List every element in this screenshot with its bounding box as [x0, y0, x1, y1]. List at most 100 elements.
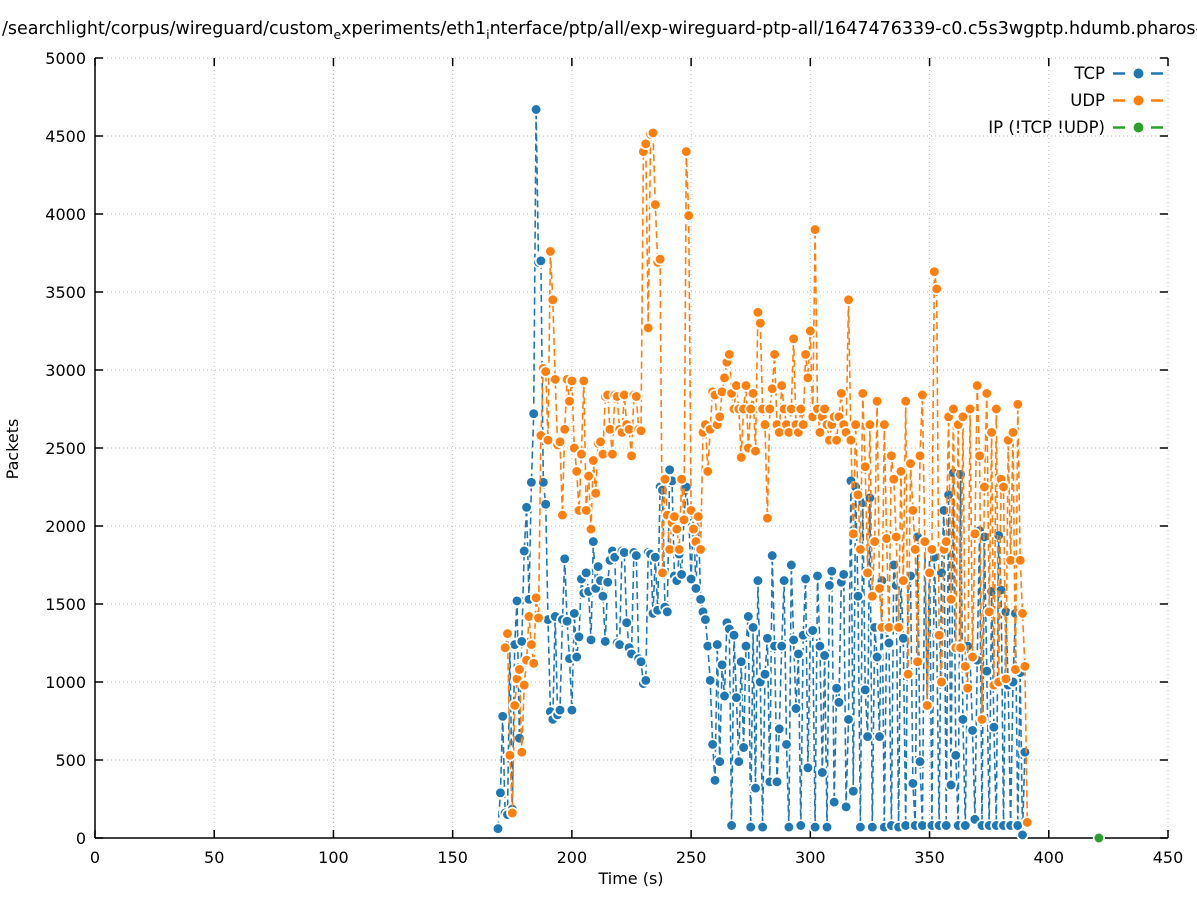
- data-point: [601, 576, 614, 589]
- data-point: [897, 574, 910, 587]
- data-point: [799, 348, 812, 361]
- data-point: [818, 402, 831, 416]
- data-point: [565, 374, 579, 388]
- data-point: [1018, 746, 1032, 759]
- data-point: [997, 480, 1010, 494]
- data-point: [966, 650, 979, 664]
- data-point: [882, 636, 896, 650]
- data-point: [935, 675, 948, 689]
- data-point: [642, 321, 655, 335]
- data-point: [715, 658, 729, 671]
- chart-title: /searchlight/corpus/wireguard/customexpe…: [2, 19, 1197, 42]
- data-point: [560, 615, 574, 628]
- data-point: [1016, 607, 1029, 620]
- data-point: [830, 434, 843, 447]
- data-point: [956, 410, 970, 423]
- data-point: [656, 566, 669, 579]
- data-point: [556, 508, 569, 522]
- data-point: [706, 738, 719, 751]
- data-point: [518, 544, 531, 558]
- data-point: [787, 332, 800, 345]
- data-point: [835, 387, 848, 400]
- data-point: [1092, 831, 1106, 845]
- data-point: [949, 749, 962, 762]
- data-point: [973, 449, 986, 462]
- legend-marker-sample: [1131, 66, 1146, 81]
- data-point: [744, 402, 757, 416]
- data-point: [701, 465, 714, 478]
- data-point: [932, 629, 946, 642]
- legend-samples: [1113, 66, 1164, 135]
- data-point: [568, 607, 581, 620]
- data-point: [801, 761, 815, 774]
- data-point: [828, 795, 841, 809]
- y-tick-label: 0: [76, 829, 86, 848]
- data-point: [699, 613, 712, 626]
- data-point: [870, 395, 884, 408]
- data-point: [983, 605, 996, 618]
- data-point: [634, 424, 648, 437]
- y-tick-label: 1000: [45, 673, 86, 692]
- data-point: [658, 473, 672, 486]
- data-point: [940, 819, 953, 832]
- data-point: [785, 558, 798, 572]
- legend-marker-sample: [1131, 93, 1146, 108]
- data-point: [527, 657, 540, 670]
- data-point: [558, 423, 571, 436]
- data-point: [792, 647, 805, 661]
- data-point: [1006, 426, 1020, 439]
- data-point: [599, 635, 612, 648]
- data-point: [885, 449, 898, 462]
- data-point: [529, 591, 543, 604]
- data-point: [873, 582, 886, 595]
- data-point: [625, 449, 638, 462]
- data-point: [754, 317, 767, 330]
- data-point: [539, 365, 552, 378]
- data-point: [730, 691, 743, 704]
- x-tick-label: 300: [795, 848, 826, 867]
- data-point: [766, 549, 779, 562]
- data-point: [510, 594, 524, 608]
- y-tick-label: 2000: [45, 517, 86, 536]
- data-point: [577, 374, 590, 388]
- data-point: [842, 713, 855, 726]
- y-tick-label: 4000: [45, 205, 86, 224]
- data-point: [673, 543, 686, 556]
- data-point: [563, 395, 576, 408]
- legend-label-udp: UDP: [1070, 91, 1105, 110]
- data-point: [763, 402, 776, 416]
- data-point: [508, 699, 521, 712]
- data-point: [718, 371, 731, 384]
- data-point: [966, 724, 979, 737]
- data-point: [911, 655, 924, 668]
- data-point: [587, 454, 600, 467]
- data-point: [787, 633, 800, 647]
- data-point: [761, 512, 774, 525]
- data-point: [892, 621, 905, 634]
- data-point: [909, 543, 922, 556]
- series-udp: [498, 126, 1034, 829]
- data-point: [928, 265, 941, 278]
- data-point: [839, 800, 853, 813]
- data-point: [534, 254, 548, 267]
- data-point: [704, 674, 717, 687]
- data-point: [694, 543, 707, 556]
- y-tick-label: 4500: [45, 127, 86, 146]
- data-point: [525, 638, 538, 651]
- data-point: [649, 551, 662, 564]
- data-point: [680, 145, 693, 158]
- data-point: [570, 465, 583, 478]
- data-point: [866, 590, 879, 603]
- data-point: [515, 746, 528, 759]
- data-point: [901, 668, 915, 681]
- data-point: [735, 451, 748, 464]
- data-point: [639, 674, 652, 687]
- y-tick-label: 5000: [45, 49, 86, 68]
- data-point: [944, 593, 958, 606]
- data-point: [971, 379, 984, 392]
- data-point: [804, 324, 817, 338]
- data-point: [930, 282, 943, 296]
- data-point: [1018, 660, 1032, 673]
- data-point: [565, 703, 579, 717]
- data-point: [851, 488, 865, 501]
